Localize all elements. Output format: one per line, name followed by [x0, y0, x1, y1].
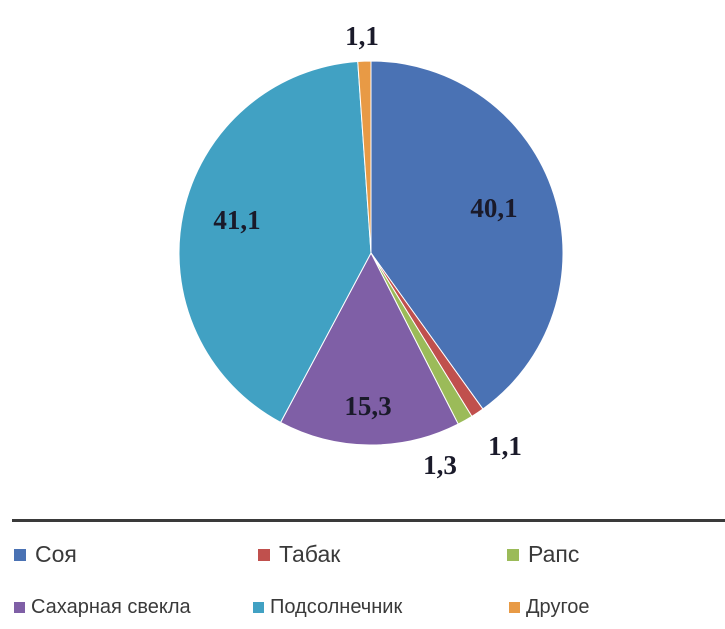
pie-slice-other — [357, 60, 372, 254]
pie-slice-sugar-beet — [279, 251, 459, 446]
slice-label-sugar-beet: 15,3 — [344, 391, 391, 421]
pie-slice-sunflower — [178, 60, 372, 424]
legend-divider — [12, 519, 725, 522]
pie-slices — [178, 60, 564, 446]
slice-label-rapeseed: 1,3 — [423, 450, 457, 480]
slice-labels: 40,1 1,1 1,3 15,3 41,1 1,1 — [213, 21, 522, 480]
slice-label-sunflower: 41,1 — [213, 205, 260, 235]
slice-label-tobacco: 1,1 — [488, 431, 522, 461]
pie-slice-soya — [370, 60, 564, 410]
slice-label-soya: 40,1 — [470, 193, 517, 223]
slice-label-other: 1,1 — [345, 21, 379, 51]
